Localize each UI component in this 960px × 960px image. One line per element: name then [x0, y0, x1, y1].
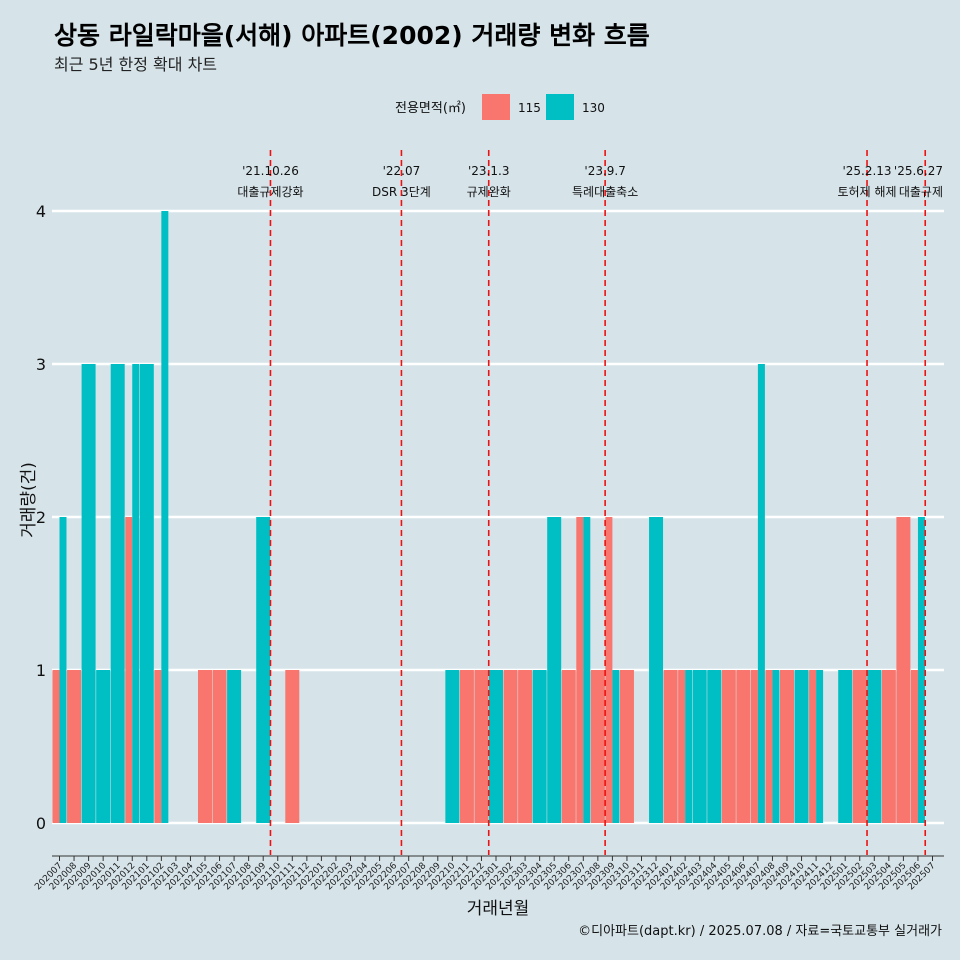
- bar-130-202007: [59, 517, 67, 823]
- event-date: '25.6.27: [894, 164, 943, 178]
- y-tick-label: 4: [36, 202, 46, 221]
- bar-130-202501: [838, 670, 853, 823]
- bar-130-202402: [685, 670, 693, 823]
- bar-130-202107: [227, 670, 242, 823]
- bar-115-202411: [809, 670, 817, 823]
- y-tick-label: 0: [36, 814, 46, 833]
- bar-115-202402: [678, 670, 686, 823]
- legend-label-115: 115: [518, 101, 541, 115]
- chart-subtitle: 최근 5년 한정 확대 차트: [54, 55, 217, 74]
- bar-130-202304: [532, 670, 547, 823]
- bar-115-202405: [721, 670, 736, 823]
- y-tick-label: 1: [36, 661, 46, 680]
- event-date: '21.10.26: [242, 164, 299, 178]
- event-label: 특례대출축소: [572, 185, 638, 199]
- event-markers: '21.10.26 대출규제강화 '22.07 DSR 3단계 '23.1.3 규제완화 '…: [237, 150, 943, 855]
- bar-130-202010: [96, 670, 111, 823]
- bar-115-202106: [212, 670, 227, 823]
- bar-130-202410: [794, 670, 809, 823]
- bar-115-202012: [125, 517, 133, 823]
- x-axis-label: 거래년월: [467, 899, 530, 919]
- event-label: 규제완화: [467, 185, 511, 199]
- bar-115-202506: [910, 670, 918, 823]
- bar-130-202408: [772, 670, 780, 823]
- caption: ©디아파트(dapt.kr) / 2025.07.08 / 자료=국토교통부 실…: [578, 924, 942, 939]
- bar-115-202102: [154, 670, 162, 823]
- legend: 전용면적(㎡) 115 130: [395, 94, 605, 120]
- bar-115-202504: [881, 670, 896, 823]
- bar-130-202309: [612, 670, 620, 823]
- bar-130-202307: [583, 517, 591, 823]
- bar-130-202011: [110, 364, 125, 823]
- event-label: 대출규제: [899, 185, 943, 199]
- legend-swatch-115: [482, 94, 510, 120]
- event-date: '22.07: [383, 164, 421, 178]
- bar-130-202210: [445, 670, 460, 823]
- bar-130-202012: [132, 364, 140, 823]
- legend-swatch-130: [546, 94, 574, 120]
- bar-115-202111: [285, 670, 300, 823]
- bar-130-202411: [816, 670, 824, 823]
- bar-130-202102: [161, 211, 169, 823]
- bar-115-202306: [561, 670, 576, 823]
- legend-label-130: 130: [582, 101, 605, 115]
- event-label: 토허제 해제: [838, 185, 897, 199]
- bar-115-202406: [736, 670, 751, 823]
- bar-115-202408: [765, 670, 773, 823]
- bar-115-202505: [896, 517, 911, 823]
- bar-130-202503: [867, 670, 882, 823]
- event-date: '25.2.13: [842, 164, 891, 178]
- bar-115-202307: [576, 517, 584, 823]
- bar-130-202312: [649, 517, 664, 823]
- y-axis-ticks: 0 1 2 3 4: [36, 202, 46, 833]
- bar-115-202401: [663, 670, 678, 823]
- bars: [52, 211, 925, 823]
- chart-title: 상동 라일락마을(서해) 아파트(2002) 거래량 변화 흐름: [54, 21, 650, 50]
- event-date: '23.9.7: [584, 164, 625, 178]
- legend-title: 전용면적(㎡): [395, 101, 466, 116]
- bar-115-202502: [852, 670, 867, 823]
- bar-115-202007: [52, 670, 60, 823]
- bar-130-202404: [707, 670, 722, 823]
- bar-130-202403: [692, 670, 707, 823]
- event-label: DSR 3단계: [372, 185, 431, 199]
- bar-115-202409: [780, 670, 794, 823]
- bar-115-202105: [198, 670, 212, 823]
- bar-130-202305: [547, 517, 562, 823]
- y-tick-label: 3: [36, 355, 46, 374]
- bar-115-202303: [518, 670, 533, 823]
- bar-115-202308: [590, 670, 605, 823]
- bar-115-202211: [459, 670, 474, 823]
- event-date: '23.1.3: [468, 164, 509, 178]
- y-axis-label: 거래량(건): [19, 462, 39, 538]
- event-label: 대출규제강화: [237, 185, 303, 199]
- bar-130-202009: [81, 364, 96, 823]
- bar-115-202212: [474, 670, 489, 823]
- bar-130-202109: [256, 517, 271, 823]
- bar-115-202302: [503, 670, 518, 823]
- bar-115-202008: [67, 670, 82, 823]
- bar-115-202310: [619, 670, 634, 823]
- bar-130-202407: [757, 364, 765, 823]
- y-tick-label: 2: [36, 508, 46, 527]
- bar-130-202301: [489, 670, 503, 823]
- bar-115-202309: [605, 517, 613, 823]
- bar-130-202101: [139, 364, 154, 823]
- bar-115-202407: [750, 670, 758, 823]
- bar-130-202506: [917, 517, 925, 823]
